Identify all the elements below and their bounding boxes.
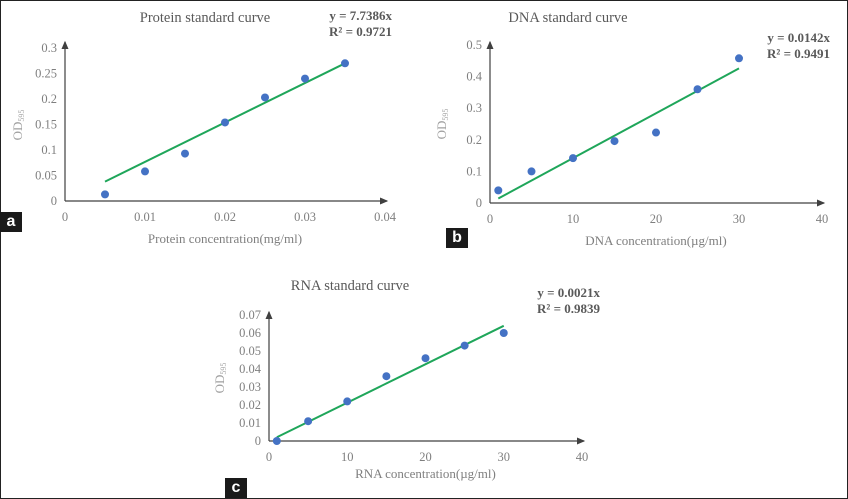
data-point: [101, 190, 109, 199]
data-point: [527, 167, 536, 176]
y-tick-label: 0: [476, 196, 482, 210]
chart-title: DNA standard curve: [508, 10, 627, 26]
x-tick-label: 20: [419, 450, 432, 464]
y-tick-label: 0.3: [466, 101, 482, 115]
data-point: [421, 354, 430, 363]
trendline-equation: y = 0.0142x: [767, 30, 830, 45]
y-tick-label: 0.4: [466, 70, 482, 84]
x-tick-label: 40: [816, 212, 829, 226]
panel-label-a: a: [0, 212, 22, 232]
x-tick-label: 10: [341, 450, 354, 464]
data-point: [499, 329, 508, 337]
y-axis-label: OD595: [212, 363, 228, 394]
panel-label-c: c: [225, 478, 247, 498]
y-tick-label: 0.03: [239, 380, 261, 394]
data-point: [181, 149, 189, 158]
y-axis-label: OD595: [10, 110, 26, 141]
data-point: [569, 154, 577, 163]
trendline-equation: y = 7.7386x: [329, 8, 392, 23]
y-tick-label: 0.3: [41, 41, 57, 55]
data-point: [382, 372, 391, 381]
panel-label-b: b: [446, 228, 468, 248]
x-tick-label: 0: [62, 210, 68, 224]
data-point: [221, 118, 229, 127]
y-tick-label: 0.05: [239, 344, 261, 358]
data-point: [343, 397, 352, 406]
data-point: [460, 341, 469, 350]
data-point: [693, 85, 702, 94]
trendline-r2: R² = 0.9491: [767, 46, 830, 61]
y-tick-label: 0.07: [239, 308, 261, 322]
data-point: [301, 74, 309, 83]
y-tick-label: 0.04: [239, 362, 262, 376]
data-point: [494, 186, 503, 195]
x-tick-label: 10: [567, 212, 580, 226]
x-tick-label: 0.04: [374, 210, 397, 224]
data-point: [735, 54, 743, 63]
trendline-equation: y = 0.0021x: [537, 285, 600, 300]
y-tick-label: 0: [255, 434, 261, 448]
x-tick-label: 0.01: [134, 210, 156, 224]
x-tick-label: 40: [576, 450, 589, 464]
data-point: [341, 59, 349, 68]
trendline: [497, 67, 740, 200]
x-axis-label: RNA concentration(µg/ml): [355, 466, 496, 481]
y-tick-label: 0.5: [466, 38, 482, 52]
x-tick-label: 0.03: [294, 210, 316, 224]
x-tick-label: 0: [266, 450, 272, 464]
trendline-r2: R² = 0.9839: [537, 301, 600, 316]
y-tick-label: 0.1: [466, 164, 482, 178]
y-tick-label: 0.05: [35, 169, 57, 183]
y-tick-label: 0.25: [35, 67, 57, 81]
y-tick-label: 0.2: [41, 92, 57, 106]
data-point: [141, 167, 149, 176]
x-tick-label: 30: [733, 212, 746, 226]
data-point: [261, 93, 269, 102]
chart-title: RNA standard curve: [291, 278, 409, 294]
x-tick-label: 20: [650, 212, 663, 226]
y-tick-label: 0.2: [466, 133, 482, 147]
y-tick-label: 0.01: [239, 416, 261, 430]
x-axis-label: DNA concentration(µg/ml): [585, 233, 726, 248]
x-axis-label: Protein concentration(mg/ml): [148, 231, 302, 246]
y-tick-label: 0.1: [41, 143, 57, 157]
y-tick-label: 0: [51, 194, 57, 208]
data-point: [304, 417, 313, 426]
y-tick-label: 0.06: [239, 326, 261, 340]
data-point: [610, 137, 619, 146]
y-tick-label: 0.02: [239, 398, 261, 412]
y-axis-label: OD595: [434, 109, 450, 140]
data-point: [272, 437, 281, 445]
trendline-r2: R² = 0.9721: [329, 24, 392, 39]
data-point: [652, 128, 660, 137]
x-tick-label: 30: [498, 450, 511, 464]
x-tick-label: 0: [487, 212, 493, 226]
x-tick-label: 0.02: [214, 210, 236, 224]
chart-title: Protein standard curve: [140, 10, 270, 26]
y-tick-label: 0.15: [35, 118, 57, 132]
